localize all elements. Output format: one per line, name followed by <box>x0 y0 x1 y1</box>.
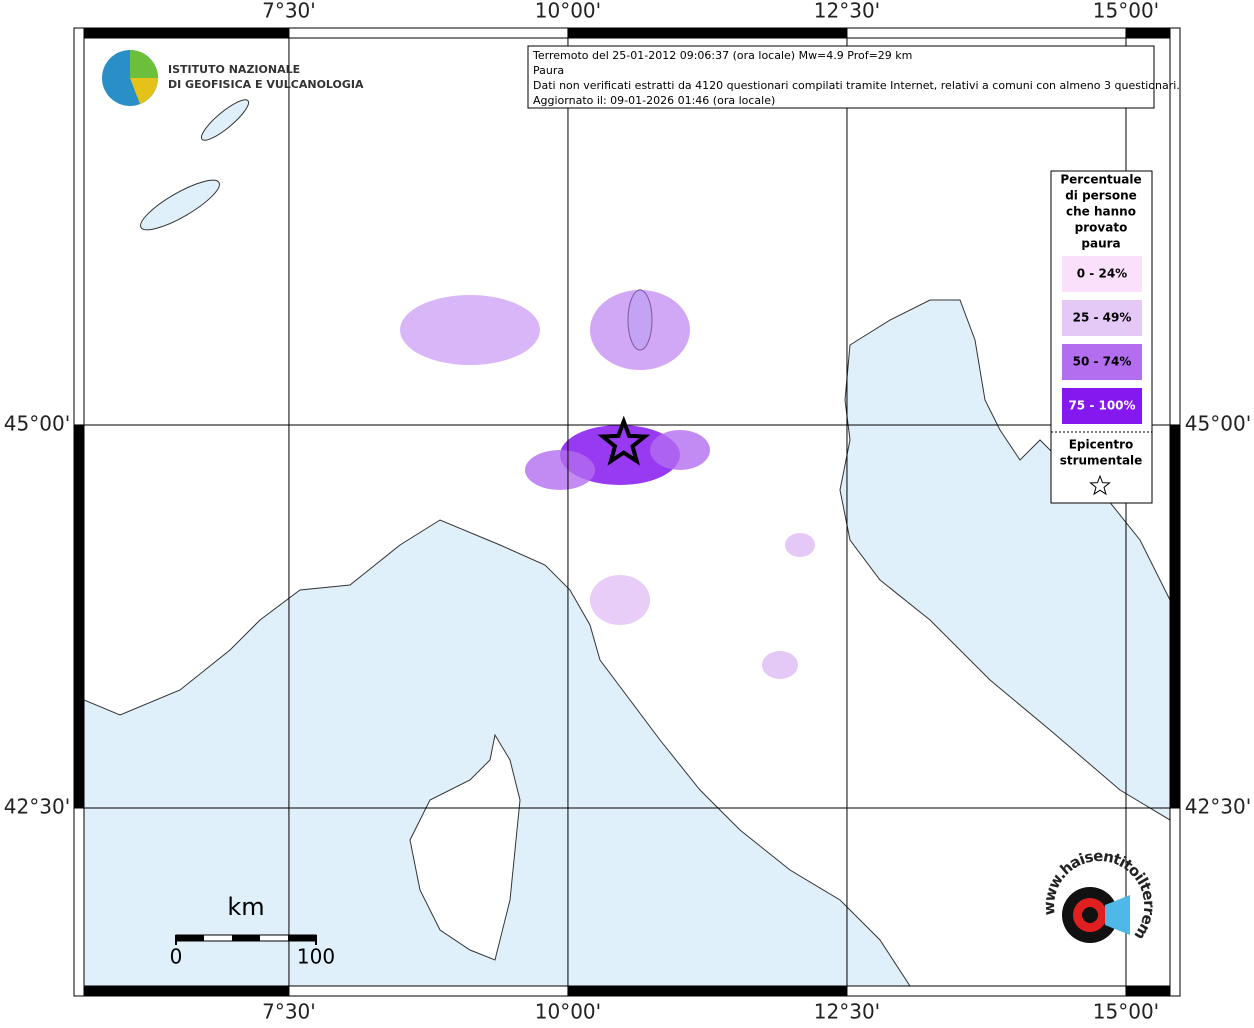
lon-label: 15°00' <box>1093 1000 1159 1024</box>
info-box-frame <box>527 45 1155 109</box>
legend-title: paura <box>1081 237 1120 251</box>
frame-band <box>73 424 85 809</box>
frame-band <box>73 27 85 426</box>
frame-band <box>73 27 290 39</box>
lon-label: 10°00' <box>535 0 601 23</box>
logo-text: ISTITUTO NAZIONALE <box>168 63 300 76</box>
lat-label: 42°30' <box>1185 795 1251 819</box>
lat-label: 45°00' <box>1185 411 1251 435</box>
watermark-icon <box>1105 895 1130 935</box>
lat-label: 42°30' <box>4 795 70 819</box>
logo-text: DI GEOFISICA E VULCANOLOGIA <box>168 78 364 91</box>
frame-band <box>1169 424 1181 809</box>
legend-swatch <box>1062 344 1142 380</box>
lon-label: 12°30' <box>814 0 880 23</box>
map-frame <box>73 27 1181 997</box>
legend-frame <box>1050 170 1153 504</box>
frame-band <box>288 27 569 39</box>
legend-title: che hanno <box>1066 205 1136 219</box>
frame-band <box>73 985 290 997</box>
institute-logo: ISTITUTO NAZIONALE DI GEOFISICA E VULCAN… <box>102 50 364 106</box>
info-box: Terremoto del 25-01-2012 09:06:37 (ora l… <box>527 45 1180 109</box>
info-line: Dati non verificati estratti da 4120 que… <box>533 79 1180 92</box>
frame-band <box>567 985 848 997</box>
scale-label: 100 <box>297 945 335 969</box>
info-line: Aggiornato il: 09-01-2026 01:46 (ora loc… <box>533 94 775 107</box>
info-line: Paura <box>533 64 564 77</box>
lon-label: 15°00' <box>1093 0 1159 23</box>
frame-band <box>567 27 848 39</box>
scale-label: 0 <box>170 945 183 969</box>
lon-label: 7°30' <box>262 0 316 23</box>
legend-swatch <box>1062 256 1142 292</box>
legend-star <box>1089 474 1111 496</box>
graticule: 7°30' 7°30' 10°00' 10°00' 12°30' 12°30' 15°00'… <box>4 0 1251 1024</box>
frame-band <box>846 27 1127 39</box>
logo-segment <box>130 50 158 78</box>
legend-label: 0 - 24% <box>1077 267 1127 281</box>
lake <box>140 179 220 231</box>
frame-band <box>288 985 569 997</box>
watermark-icon <box>1082 907 1098 923</box>
frame-band <box>73 807 85 997</box>
legend-epicenter-label: strumentale <box>1060 454 1143 468</box>
logo-segment <box>130 78 158 104</box>
scale-bar: km 0 100 <box>170 893 335 969</box>
legend-epicenter-label: Epicentro <box>1069 438 1134 452</box>
lon-label: 7°30' <box>262 1000 316 1024</box>
epicenter-layer <box>597 415 651 466</box>
scale-bar-segment <box>288 935 316 941</box>
legend: Percentuale di persone che hanno provato pau… <box>1050 170 1153 504</box>
legend-swatch <box>1062 300 1142 336</box>
lon-label: 12°30' <box>814 1000 880 1024</box>
scale-bar-segment <box>176 935 204 941</box>
lake <box>200 99 250 141</box>
legend-label: 75 - 100% <box>1068 399 1135 413</box>
frame-band <box>846 985 1127 997</box>
legend-title: provato <box>1075 221 1128 235</box>
legend-title: Percentuale <box>1060 173 1141 187</box>
epicenter-star <box>597 415 651 466</box>
legend-label: 25 - 49% <box>1073 311 1132 325</box>
legend-title: di persone <box>1065 189 1137 203</box>
lat-label: 45°00' <box>4 411 70 435</box>
scale-bar-segment <box>232 935 260 941</box>
map-body <box>84 38 1170 986</box>
legend-swatch <box>1062 388 1142 424</box>
adriatic-sea <box>839 299 1170 821</box>
info-line: Terremoto del 25-01-2012 09:06:37 (ora l… <box>532 49 912 62</box>
scale-unit: km <box>227 893 264 921</box>
legend-label: 50 - 74% <box>1073 355 1132 369</box>
lon-label: 10°00' <box>535 1000 601 1024</box>
frame-band <box>1169 807 1181 997</box>
